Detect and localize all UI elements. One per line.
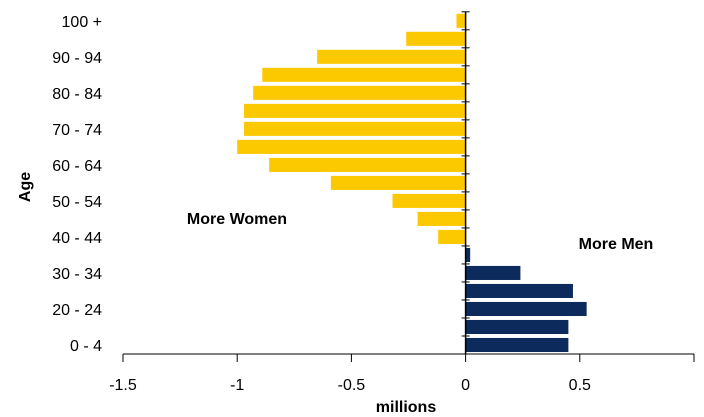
y-tick-labels-group: 0 - 4 20 - 24 30 - 34 40 - 44 50 - 54 60 - 64… bbox=[52, 14, 102, 355]
bar bbox=[244, 103, 466, 118]
bar bbox=[392, 193, 466, 208]
bar bbox=[465, 337, 569, 353]
y-tick-label: 80 - 84 bbox=[52, 86, 102, 103]
x-tick-label: 0.5 bbox=[569, 377, 591, 394]
bar bbox=[330, 175, 466, 190]
x-tick-label: -0.5 bbox=[338, 377, 366, 394]
y-tick-label: 60 - 64 bbox=[52, 158, 102, 175]
bar bbox=[237, 139, 466, 154]
y-tick-label: 30 - 34 bbox=[52, 266, 102, 283]
bar bbox=[456, 13, 466, 28]
y-ticks-group bbox=[461, 11, 470, 355]
bar bbox=[253, 85, 466, 100]
bar bbox=[244, 121, 466, 136]
bar bbox=[465, 319, 569, 335]
bar bbox=[262, 67, 466, 82]
y-axis-title: Age bbox=[17, 172, 34, 202]
x-tick-labels-group: -1.5 -1 -0.5 0 0.5 bbox=[109, 377, 591, 394]
bar bbox=[317, 49, 466, 64]
bar bbox=[406, 31, 466, 46]
y-tick-label: 20 - 24 bbox=[52, 302, 102, 319]
y-tick-label: 0 - 4 bbox=[70, 338, 102, 355]
y-tick-label: 50 - 54 bbox=[52, 194, 102, 211]
y-tick-label: 100 + bbox=[62, 14, 102, 31]
y-tick-label: 90 - 94 bbox=[52, 50, 102, 67]
bar bbox=[465, 265, 521, 280]
x-tick-label: 0 bbox=[461, 377, 470, 394]
x-axis-title: millions bbox=[376, 399, 437, 416]
y-tick-label: 70 - 74 bbox=[52, 122, 102, 139]
annotation-more-women: More Women bbox=[187, 211, 287, 228]
bar bbox=[465, 283, 573, 298]
bar bbox=[438, 229, 466, 244]
y-tick-label: 40 - 44 bbox=[52, 230, 102, 247]
bar bbox=[417, 211, 466, 226]
x-tick-label: -1 bbox=[230, 377, 244, 394]
bars-group bbox=[237, 13, 587, 353]
annotation-more-men: More Men bbox=[579, 236, 654, 253]
x-ticks-group bbox=[122, 354, 695, 362]
bar bbox=[465, 301, 587, 316]
bar bbox=[465, 247, 471, 262]
x-tick-label: -1.5 bbox=[109, 377, 137, 394]
bar bbox=[269, 157, 466, 172]
